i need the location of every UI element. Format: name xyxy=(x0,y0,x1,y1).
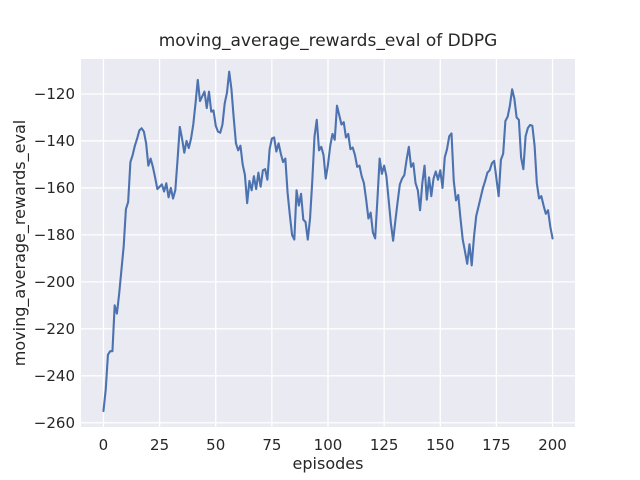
y-tick-label: −140 xyxy=(34,132,75,150)
chart-title: moving_average_rewards_eval of DDPG xyxy=(159,31,498,51)
x-tick-label: 200 xyxy=(538,436,567,454)
y-tick-label: −160 xyxy=(34,179,75,197)
y-tick-label: −200 xyxy=(34,273,75,291)
y-tick-label: −120 xyxy=(34,85,75,103)
reward-line-series xyxy=(102,70,554,413)
x-tick-label: 0 xyxy=(99,436,109,454)
x-tick-labels: 0 25 50 75 100 125 150 175 200 xyxy=(99,436,567,454)
x-tick-label: 100 xyxy=(314,436,343,454)
y-tick-labels: −260 −240 −220 −200 −180 −160 −140 −120 xyxy=(34,85,75,432)
x-tick-label: 175 xyxy=(482,436,511,454)
gridlines xyxy=(81,59,575,427)
y-tick-label: −260 xyxy=(34,414,75,432)
y-tick-label: −220 xyxy=(34,320,75,338)
y-tick-label: −180 xyxy=(34,226,75,244)
y-axis-label: moving_average_rewards_eval xyxy=(10,120,30,366)
x-tick-label: 25 xyxy=(150,436,169,454)
x-tick-label: 75 xyxy=(262,436,281,454)
x-axis-label: episodes xyxy=(293,454,364,473)
x-tick-label: 125 xyxy=(370,436,399,454)
x-tick-label: 50 xyxy=(206,436,225,454)
x-tick-label: 150 xyxy=(426,436,455,454)
y-tick-label: −240 xyxy=(34,367,75,385)
